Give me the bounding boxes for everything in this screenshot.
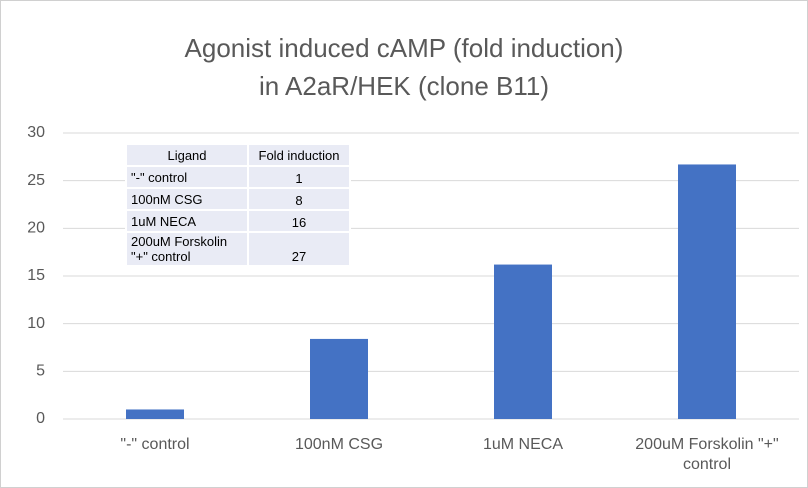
table-header: Fold induction [247, 143, 351, 167]
chart-title: Agonist induced cAMP (fold induction) [184, 33, 624, 63]
bar [494, 264, 552, 419]
cell-line: 200uM Forskolin [131, 234, 228, 249]
table-label: "-" control [125, 165, 249, 189]
y-tick-label: 10 [27, 315, 45, 332]
table-label: 200uM Forskolin "+" control [125, 231, 249, 267]
y-tick-label: 5 [36, 363, 45, 380]
y-tick-label: 30 [27, 124, 45, 141]
y-tick-label: 20 [27, 220, 45, 237]
y-tick-label: 15 [27, 267, 45, 284]
table-value: 27 [247, 231, 351, 267]
cell-line: 1uM NECA [131, 213, 197, 229]
cell-line: "-" control [131, 169, 188, 185]
cell-line: 100nM CSG [131, 191, 203, 207]
bar [126, 409, 184, 419]
table-label: 1uM NECA [125, 209, 249, 233]
cell-line: "+" control [131, 249, 191, 264]
chart-title: in A2aR/HEK (clone B11) [259, 71, 549, 101]
data-table: Ligand Fold induction "-" control 1 100nM CS… [125, 143, 351, 267]
x-tick-label: 100nM CSG [294, 436, 384, 453]
bar [678, 164, 736, 419]
y-tick-label: 25 [27, 172, 45, 189]
table-label: 100nM CSG [125, 187, 249, 211]
table-header: Ligand [125, 143, 249, 167]
x-tick-label: "-" control [120, 436, 190, 453]
table-value: 1 [247, 165, 351, 189]
x-tick-label: 1uM NECA [482, 436, 564, 453]
x-tick-label: 200uM Forskolin "+" control [635, 436, 779, 473]
y-tick-label: 0 [36, 410, 45, 427]
table-value: 8 [247, 187, 351, 211]
bar [310, 338, 368, 419]
table-value: 16 [247, 209, 351, 233]
